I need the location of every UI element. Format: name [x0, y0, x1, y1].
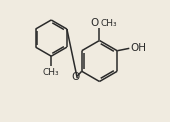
Text: O: O [71, 72, 79, 82]
Text: OH: OH [130, 43, 146, 53]
Text: CH₃: CH₃ [100, 19, 117, 28]
Text: CH₃: CH₃ [43, 68, 60, 77]
Text: O: O [90, 18, 98, 28]
